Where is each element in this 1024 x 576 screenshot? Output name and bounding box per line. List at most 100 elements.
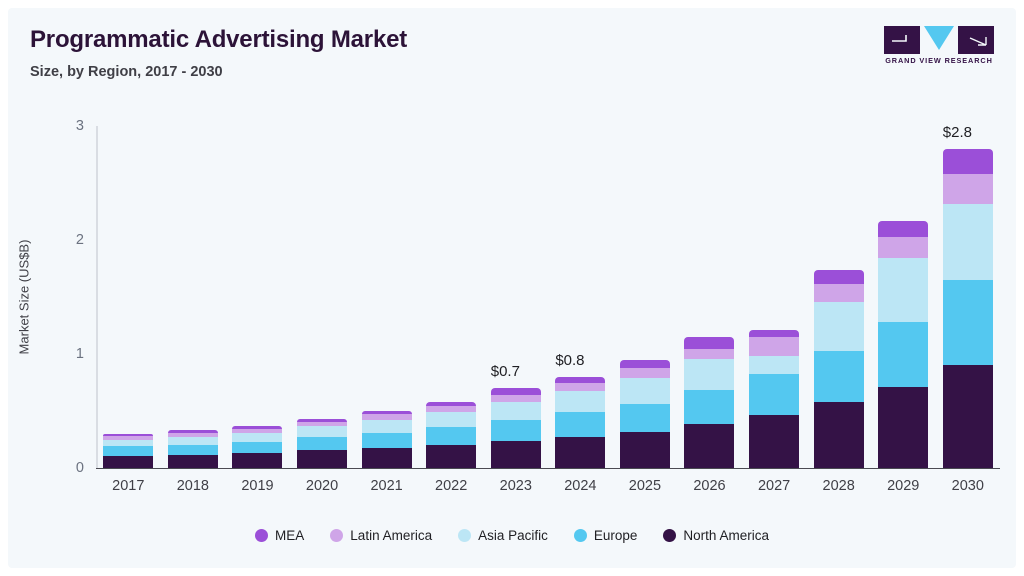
bar-segment-north-america-2024[interactable] bbox=[555, 437, 606, 468]
bar-column-2018[interactable] bbox=[161, 126, 226, 468]
x-tick-label-2025: 2025 bbox=[628, 478, 662, 494]
bar-segment-latin-america-2030[interactable] bbox=[942, 173, 993, 204]
bar-segment-latin-america-2024[interactable] bbox=[555, 383, 606, 391]
y-tick-label-3: 3 bbox=[75, 118, 84, 134]
bar-segment-latin-america-2026[interactable] bbox=[684, 348, 735, 360]
legend-item-mea[interactable]: MEA bbox=[255, 528, 304, 543]
bar-segment-europe-2024[interactable] bbox=[555, 412, 606, 438]
bar-segment-north-america-2021[interactable] bbox=[361, 448, 412, 468]
bar-stack-2018 bbox=[167, 430, 218, 468]
bar-segment-latin-america-2020[interactable] bbox=[297, 421, 348, 427]
bar-segment-europe-2030[interactable] bbox=[942, 279, 993, 366]
bar-column-2027[interactable] bbox=[742, 126, 807, 468]
bar-column-2029[interactable] bbox=[871, 126, 936, 468]
bar-segment-europe-2026[interactable] bbox=[684, 389, 735, 425]
bar-segment-north-america-2018[interactable] bbox=[167, 454, 218, 468]
bar-segment-mea-2020[interactable] bbox=[297, 418, 348, 422]
bar-segment-latin-america-2019[interactable] bbox=[232, 428, 283, 433]
bar-stack-2029 bbox=[878, 220, 929, 468]
bar-segment-mea-2027[interactable] bbox=[749, 330, 800, 337]
bar-segment-north-america-2017[interactable] bbox=[103, 456, 154, 468]
bar-segment-europe-2017[interactable] bbox=[103, 446, 154, 457]
bar-segment-north-america-2020[interactable] bbox=[297, 450, 348, 468]
bar-column-2030[interactable]: $2.8 bbox=[936, 124, 1001, 468]
bar-segment-latin-america-2025[interactable] bbox=[619, 368, 670, 378]
bar-segment-latin-america-2027[interactable] bbox=[749, 336, 800, 357]
bar-segment-north-america-2027[interactable] bbox=[749, 415, 800, 468]
bar-column-2025[interactable] bbox=[613, 126, 678, 468]
bar-segment-mea-2019[interactable] bbox=[232, 425, 283, 429]
bar-segment-asia-pacific-2028[interactable] bbox=[813, 301, 864, 351]
bar-segment-asia-pacific-2024[interactable] bbox=[555, 390, 606, 413]
bar-segment-mea-2026[interactable] bbox=[684, 336, 735, 349]
bar-segment-asia-pacific-2023[interactable] bbox=[490, 401, 541, 421]
bar-segment-asia-pacific-2019[interactable] bbox=[232, 432, 283, 442]
bar-segment-asia-pacific-2022[interactable] bbox=[426, 412, 477, 427]
bar-segment-latin-america-2029[interactable] bbox=[878, 236, 929, 259]
bar-segment-asia-pacific-2026[interactable] bbox=[684, 359, 735, 390]
bar-segment-latin-america-2018[interactable] bbox=[167, 432, 218, 437]
bar-column-2024[interactable]: $0.8 bbox=[548, 126, 613, 468]
bar-segment-asia-pacific-2029[interactable] bbox=[878, 258, 929, 323]
bar-segment-north-america-2030[interactable] bbox=[942, 365, 993, 468]
bar-segment-europe-2020[interactable] bbox=[297, 437, 348, 451]
bar-segment-europe-2022[interactable] bbox=[426, 426, 477, 446]
bar-segment-europe-2028[interactable] bbox=[813, 350, 864, 402]
logo-right-rect-icon bbox=[958, 26, 994, 54]
bar-column-2019[interactable] bbox=[225, 126, 290, 468]
bar-segment-latin-america-2023[interactable] bbox=[490, 395, 541, 402]
bar-segment-north-america-2028[interactable] bbox=[813, 401, 864, 468]
bar-segment-mea-2024[interactable] bbox=[555, 376, 606, 384]
bar-segment-mea-2030[interactable] bbox=[942, 148, 993, 174]
bar-segment-europe-2025[interactable] bbox=[619, 403, 670, 432]
bar-column-2021[interactable] bbox=[354, 126, 419, 468]
bar-segment-asia-pacific-2027[interactable] bbox=[749, 356, 800, 374]
legend-item-asia-pacific[interactable]: Asia Pacific bbox=[458, 528, 548, 543]
bar-segment-north-america-2025[interactable] bbox=[619, 431, 670, 468]
bar-column-2017[interactable] bbox=[96, 126, 161, 468]
bar-segment-europe-2018[interactable] bbox=[167, 444, 218, 455]
bar-segment-latin-america-2021[interactable] bbox=[361, 414, 412, 420]
bar-segment-north-america-2026[interactable] bbox=[684, 424, 735, 468]
bar-column-2020[interactable] bbox=[290, 126, 355, 468]
bar-column-2022[interactable] bbox=[419, 126, 484, 468]
bar-segment-mea-2028[interactable] bbox=[813, 269, 864, 285]
bar-segment-north-america-2029[interactable] bbox=[878, 387, 929, 468]
legend-label: North America bbox=[683, 527, 769, 543]
bar-segment-north-america-2022[interactable] bbox=[426, 445, 477, 468]
bar-stack-2020 bbox=[297, 418, 348, 468]
bar-segment-latin-america-2022[interactable] bbox=[426, 406, 477, 413]
bar-segment-asia-pacific-2017[interactable] bbox=[103, 439, 154, 447]
bar-segment-mea-2021[interactable] bbox=[361, 411, 412, 415]
bar-segment-mea-2029[interactable] bbox=[878, 220, 929, 237]
bar-segment-europe-2021[interactable] bbox=[361, 432, 412, 449]
bar-segment-asia-pacific-2018[interactable] bbox=[167, 436, 218, 445]
bar-segment-latin-america-2028[interactable] bbox=[813, 284, 864, 302]
bar-segment-north-america-2019[interactable] bbox=[232, 453, 283, 468]
bar-segment-europe-2023[interactable] bbox=[490, 420, 541, 442]
legend-item-latin-america[interactable]: Latin America bbox=[330, 528, 432, 543]
bar-segment-mea-2025[interactable] bbox=[619, 359, 670, 369]
bar-segment-asia-pacific-2030[interactable] bbox=[942, 203, 993, 280]
bar-segment-asia-pacific-2021[interactable] bbox=[361, 419, 412, 433]
bar-segment-mea-2018[interactable] bbox=[167, 430, 218, 433]
bar-segment-mea-2023[interactable] bbox=[490, 388, 541, 396]
bar-segment-europe-2027[interactable] bbox=[749, 373, 800, 415]
bar-segment-latin-america-2017[interactable] bbox=[103, 436, 154, 440]
bar-segment-asia-pacific-2020[interactable] bbox=[297, 426, 348, 438]
bar-segment-europe-2019[interactable] bbox=[232, 441, 283, 454]
bar-segment-mea-2022[interactable] bbox=[426, 402, 477, 407]
legend-item-europe[interactable]: Europe bbox=[573, 528, 637, 543]
bar-segment-mea-2017[interactable] bbox=[103, 433, 154, 437]
legend-label: Asia Pacific bbox=[478, 527, 548, 543]
bar-segment-asia-pacific-2025[interactable] bbox=[619, 377, 670, 404]
y-axis-line bbox=[96, 126, 98, 468]
bar-stack-2022 bbox=[426, 402, 477, 468]
bar-segment-north-america-2023[interactable] bbox=[490, 441, 541, 468]
legend-item-north-america[interactable]: North America bbox=[663, 528, 769, 543]
bar-column-2023[interactable]: $0.7 bbox=[483, 126, 548, 468]
bar-value-label-2024: $0.8 bbox=[555, 351, 585, 369]
bar-column-2026[interactable] bbox=[677, 126, 742, 468]
bar-column-2028[interactable] bbox=[806, 126, 871, 468]
bar-segment-europe-2029[interactable] bbox=[878, 322, 929, 388]
